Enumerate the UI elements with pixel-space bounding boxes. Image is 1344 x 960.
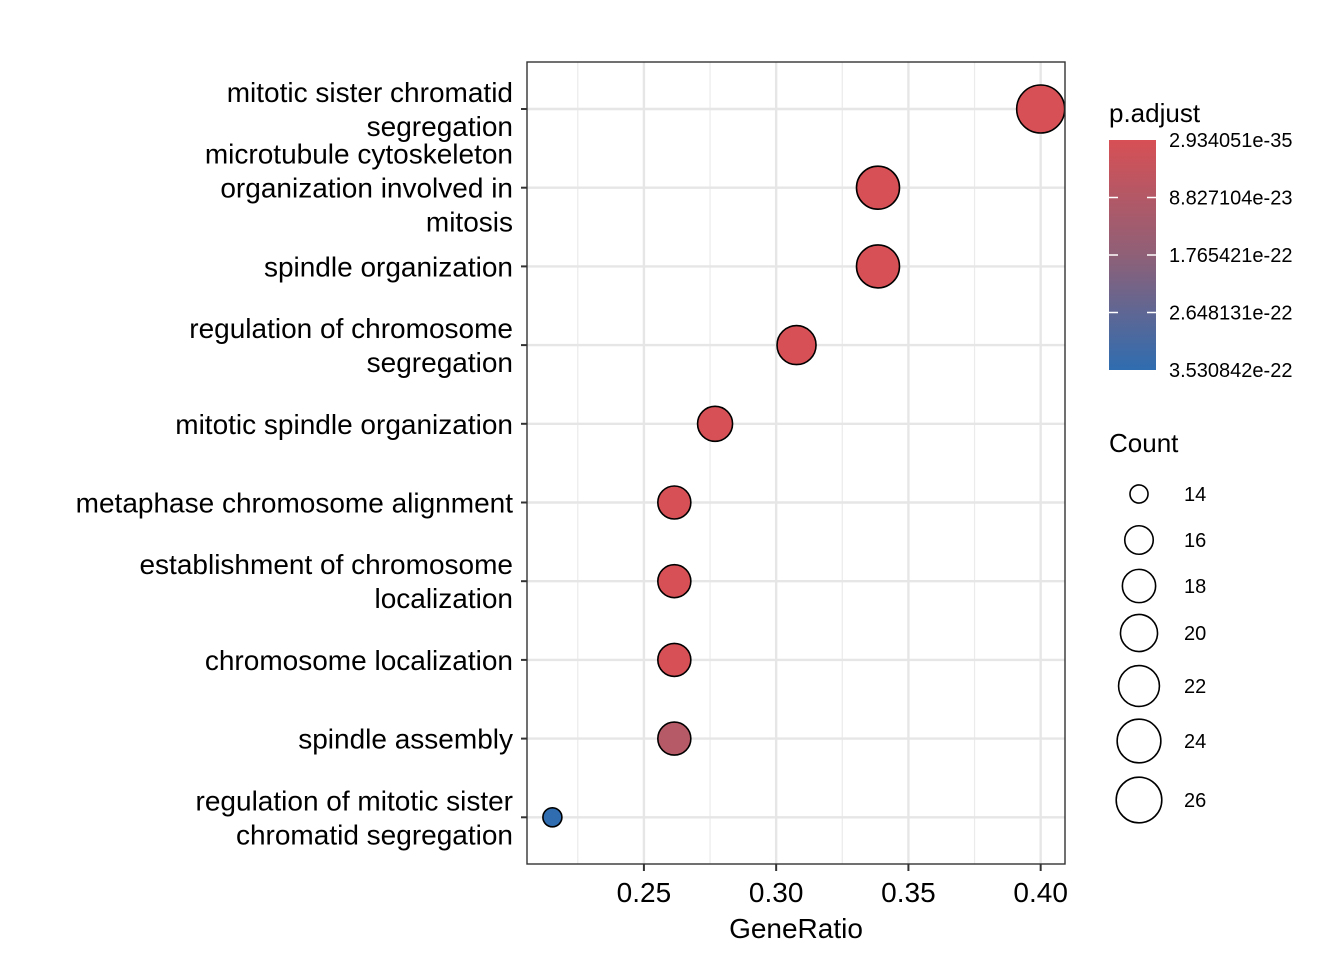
size-legend-circle xyxy=(1119,613,1159,653)
data-point xyxy=(657,563,692,599)
data-point xyxy=(696,405,734,443)
size-legend-item: 26 xyxy=(1115,776,1206,824)
data-point xyxy=(855,165,901,210)
x-axis: 0.25 0.30 0.35 0.40 xyxy=(617,864,1068,908)
y-tick-label-line: establishment of chromosome xyxy=(139,549,513,580)
size-legend-circle xyxy=(1129,484,1149,504)
size-legend-label: 14 xyxy=(1184,484,1206,506)
x-axis-title: GeneRatio xyxy=(729,913,863,944)
grid-minor xyxy=(577,62,976,864)
color-bar-label: 8.827104e-23 xyxy=(1169,188,1292,210)
size-legend-circle xyxy=(1121,568,1157,604)
y-tick-label: chromosome localization xyxy=(205,645,513,676)
data-point xyxy=(1015,84,1066,134)
y-tick-label: mitotic sister chromatid segregation xyxy=(227,77,513,142)
y-tick-label-line: chromosome localization xyxy=(205,645,513,676)
y-tick-label-line: mitotic sister chromatid xyxy=(227,77,513,108)
size-legend-label: 16 xyxy=(1184,530,1206,552)
y-tick-label-line: mitotic spindle organization xyxy=(175,409,513,440)
color-bar-ticks xyxy=(1109,196,1156,314)
y-tick-label-line: chromatid segregation xyxy=(236,819,513,850)
y-tick-label: microtubule cytoskeleton organization inv… xyxy=(205,139,513,238)
y-tick-label: regulation of chromosome segregation xyxy=(189,313,513,378)
color-bar-labels: 2.934051e-35 8.827104e-23 1.765421e-22 2.64… xyxy=(1169,130,1292,382)
color-bar-label: 1.765421e-22 xyxy=(1169,245,1292,267)
color-bar-label: 2.934051e-35 xyxy=(1169,130,1292,152)
y-tick-label-line: regulation of mitotic sister xyxy=(196,785,513,816)
size-legend-item: 16 xyxy=(1123,524,1206,556)
size-legend-circle xyxy=(1123,524,1155,556)
size-legend-item: 20 xyxy=(1119,613,1206,653)
size-legend-label: 24 xyxy=(1184,731,1206,753)
size-legend: Count 14 16 18 20 22 24 26 xyxy=(1109,428,1206,824)
y-tick-label: establishment of chromosome localization xyxy=(139,549,513,614)
color-bar-label: 2.648131e-22 xyxy=(1169,303,1292,325)
x-tick-label: 0.30 xyxy=(749,877,804,908)
y-tick-label-line: localization xyxy=(374,583,513,614)
data-point xyxy=(776,324,817,366)
data-point xyxy=(855,244,901,289)
y-tick-label-line: regulation of chromosome xyxy=(189,313,513,344)
y-tick-label: spindle organization xyxy=(264,251,513,282)
color-bar-label: 3.530842e-22 xyxy=(1169,360,1292,382)
y-tick-label: metaphase chromosome alignment xyxy=(76,488,514,519)
data-point xyxy=(657,721,692,756)
data-point xyxy=(657,485,692,520)
plot-panel xyxy=(527,62,1065,864)
data-point xyxy=(657,642,692,678)
size-legend-circle xyxy=(1117,664,1161,708)
plot-border xyxy=(526,61,1066,865)
size-legend-label: 20 xyxy=(1184,623,1206,645)
size-legend-label: 18 xyxy=(1184,576,1206,598)
y-tick-label-line: spindle organization xyxy=(264,251,513,282)
x-tick-label: 0.25 xyxy=(617,877,672,908)
x-tick-label: 0.35 xyxy=(881,877,936,908)
y-tick-label-line: spindle assembly xyxy=(298,724,513,755)
data-point xyxy=(542,806,563,828)
grid-major xyxy=(527,62,1065,864)
data-points xyxy=(542,84,1066,828)
y-tick-label-line: microtubule cytoskeleton xyxy=(205,139,513,170)
color-legend: p.adjust 2.934051e-35 8.827104e-23 1.76542… xyxy=(1109,98,1292,382)
size-legend-circle xyxy=(1115,776,1163,824)
size-legend-circle xyxy=(1116,718,1162,764)
y-tick-label-line: segregation xyxy=(367,347,513,378)
size-legend-label: 26 xyxy=(1184,790,1206,812)
x-tick-label: 0.40 xyxy=(1013,877,1068,908)
size-legend-item: 24 xyxy=(1116,718,1206,764)
size-legend-title: Count xyxy=(1109,428,1179,458)
y-tick-label-line: segregation xyxy=(367,111,513,142)
size-legend-item: 22 xyxy=(1117,664,1206,708)
size-legend-item: 18 xyxy=(1121,568,1206,604)
y-tick-label-line: mitosis xyxy=(426,207,513,238)
color-legend-title: p.adjust xyxy=(1109,98,1201,128)
y-tick-label: mitotic spindle organization xyxy=(175,409,513,440)
size-legend-item: 14 xyxy=(1129,484,1206,506)
y-axis: mitotic sister chromatid segregationmicro… xyxy=(76,77,527,850)
y-tick-label: spindle assembly xyxy=(298,724,513,755)
y-tick-label: regulation of mitotic sister chromatid se… xyxy=(196,785,513,850)
y-tick-label-line: metaphase chromosome alignment xyxy=(76,488,514,519)
y-tick-label-line: organization involved in xyxy=(220,173,513,204)
size-legend-label: 22 xyxy=(1184,676,1206,698)
